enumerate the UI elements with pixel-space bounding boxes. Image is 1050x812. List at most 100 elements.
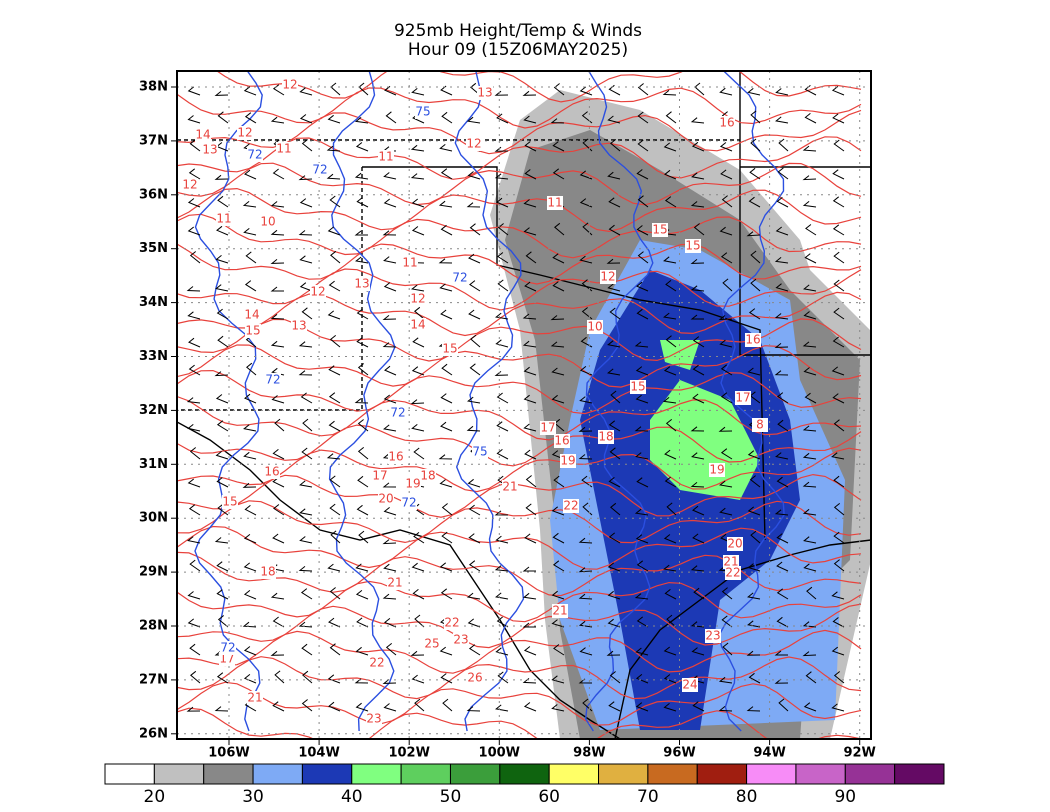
temp-label: 12: [466, 137, 481, 151]
temp-label-bg: [453, 633, 469, 647]
wind-barb: [270, 592, 285, 600]
wind-barb: [522, 678, 537, 684]
temp-label: 21: [552, 604, 567, 618]
wind-barb: [606, 650, 621, 656]
temp-label: 16: [719, 116, 734, 130]
wind-barb: [467, 618, 481, 628]
wind-barb: [525, 251, 537, 264]
wind-barb: [663, 534, 677, 544]
wind-barb: [663, 564, 677, 572]
wind-barb: [524, 169, 537, 180]
wind-barb: [327, 310, 341, 320]
colorbar-box: [449, 763, 501, 785]
lat-label: 27N: [139, 672, 168, 687]
wind-barb: [328, 280, 341, 292]
height-label: 72: [220, 641, 235, 655]
wind-barb: [327, 114, 341, 124]
wind-barb: [690, 482, 705, 488]
wind-barb: [805, 224, 817, 236]
wind-barb: [466, 116, 481, 124]
temp-label-bg: [388, 450, 404, 464]
wind-barb: [635, 452, 649, 460]
wind-barb: [750, 110, 761, 124]
wind-barb: [608, 477, 621, 488]
temp-label: 10: [587, 320, 602, 334]
wind-barb: [776, 533, 789, 544]
wind-barb: [330, 250, 341, 264]
wind-barb: [495, 647, 509, 656]
wind-barb: [189, 643, 201, 656]
wind-barb: [663, 366, 677, 376]
temp-label: 12: [237, 126, 252, 140]
wind-barb: [441, 111, 453, 124]
wind-barb: [298, 341, 313, 348]
temp-label-bg: [216, 212, 232, 226]
wind-barb: [354, 230, 368, 236]
wind-barb: [832, 196, 845, 208]
lat-label: 35N: [139, 241, 168, 256]
temp-label-bg: [237, 126, 253, 140]
wind-barb: [468, 309, 481, 320]
temp-label: 23: [705, 629, 720, 643]
wind-barb: [300, 392, 313, 404]
height-label-bg: [390, 406, 406, 420]
wind-barb: [552, 560, 565, 572]
wind-barb: [329, 643, 341, 656]
temp-label-bg: [260, 215, 276, 229]
temp-contour: [177, 344, 862, 388]
wind-barb: [665, 335, 677, 348]
wind-barb: [749, 475, 761, 488]
wind-barb: [803, 284, 817, 292]
temp-label-bg: [310, 285, 326, 299]
wind-barb: [439, 144, 453, 152]
wind-barb: [718, 315, 733, 321]
wind-barb: [776, 392, 789, 404]
temp-label-bg: [369, 656, 385, 670]
temp-label: 16: [264, 465, 279, 479]
wind-barb: [410, 173, 425, 180]
wind-barb: [440, 224, 453, 236]
temp-label-bg: [182, 178, 198, 192]
wind-barb: [270, 650, 285, 656]
height-contour: [328, 71, 396, 732]
wind-barb: [776, 616, 789, 628]
wind-barb: [214, 174, 229, 180]
wind-barb: [774, 370, 789, 376]
wind-barb: [635, 394, 649, 404]
wind-barb: [525, 475, 537, 488]
wind-barb: [494, 173, 509, 180]
wind-barb: [692, 364, 705, 376]
temp-label: 22: [725, 566, 740, 580]
temp-contour: [177, 551, 862, 597]
wind-barb: [330, 530, 341, 544]
temp-label: 11: [547, 196, 562, 210]
wind-barb: [607, 171, 621, 180]
wind-barb: [634, 341, 649, 348]
wind-barb: [384, 85, 397, 96]
temp-contour: [177, 447, 862, 493]
temp-label-bg: [222, 495, 238, 509]
wind-barb: [775, 116, 789, 124]
wind-barb: [496, 421, 509, 432]
wind-barb: [833, 419, 845, 432]
temp-contour: [177, 162, 862, 206]
temp-label: 15: [652, 223, 667, 237]
wind-barb: [637, 139, 649, 152]
height-label: 72: [401, 496, 416, 510]
wind-barb: [664, 169, 677, 180]
wind-barb: [551, 394, 565, 404]
wind-barb: [439, 283, 453, 292]
temp-label: 8: [756, 418, 764, 432]
wind-barb: [216, 477, 229, 488]
lat-label: 36N: [139, 187, 168, 202]
wind-barb: [494, 565, 509, 572]
wind-barb: [750, 138, 761, 152]
wind-barb: [831, 452, 845, 460]
wind-barb: [832, 393, 845, 404]
temp-contour: [177, 268, 862, 311]
temp-label-bg: [410, 292, 426, 306]
wind-barb: [270, 314, 285, 320]
wind-barb: [690, 201, 705, 208]
height-label: 72: [265, 373, 280, 387]
wind-barb: [578, 620, 593, 628]
